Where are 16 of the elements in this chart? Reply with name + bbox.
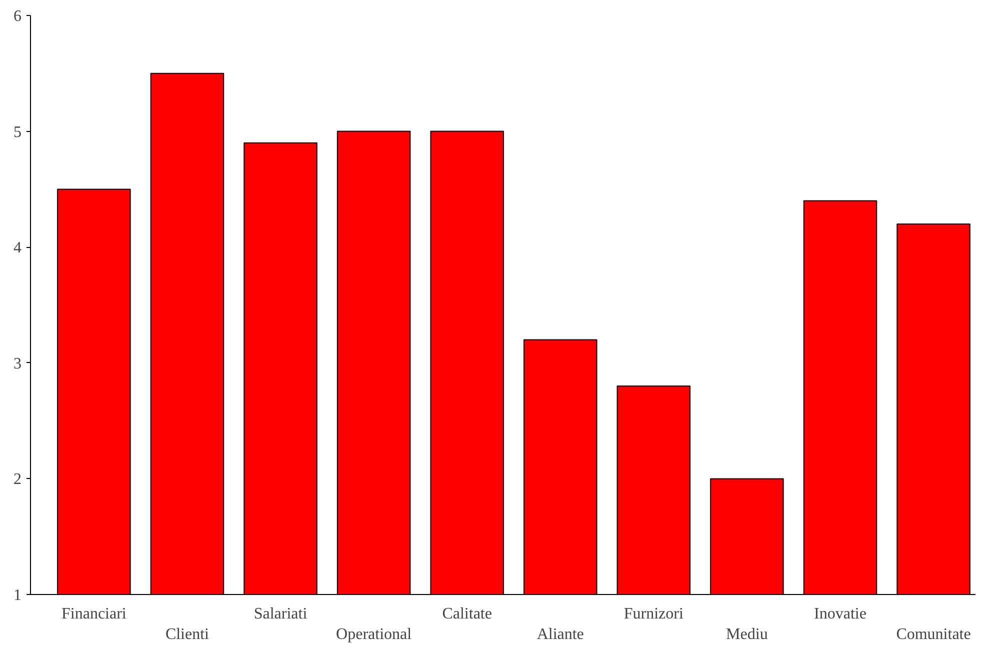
y-tick-label: 1 [14,587,22,604]
y-tick-label: 2 [14,471,22,488]
x-tick-label: Comunitate [896,626,971,643]
x-tick-label: Calitate [442,606,492,622]
x-tick-label: Salariati [254,606,308,622]
x-tick-label: Inovatie [814,606,866,622]
y-tick-label: 4 [14,240,22,257]
y-tick-label: 6 [14,8,22,25]
x-tick-label: Financiari [62,606,127,622]
y-tick-label: 5 [14,124,22,141]
x-tick-label: Aliante [536,626,584,643]
x-tick-label: Furnizori [624,606,684,622]
y-tick-label: 3 [14,355,22,372]
x-tick-label: Mediu [726,626,768,643]
x-tick-label: Operational [336,626,412,643]
x-tick-label: Clienti [165,626,210,643]
